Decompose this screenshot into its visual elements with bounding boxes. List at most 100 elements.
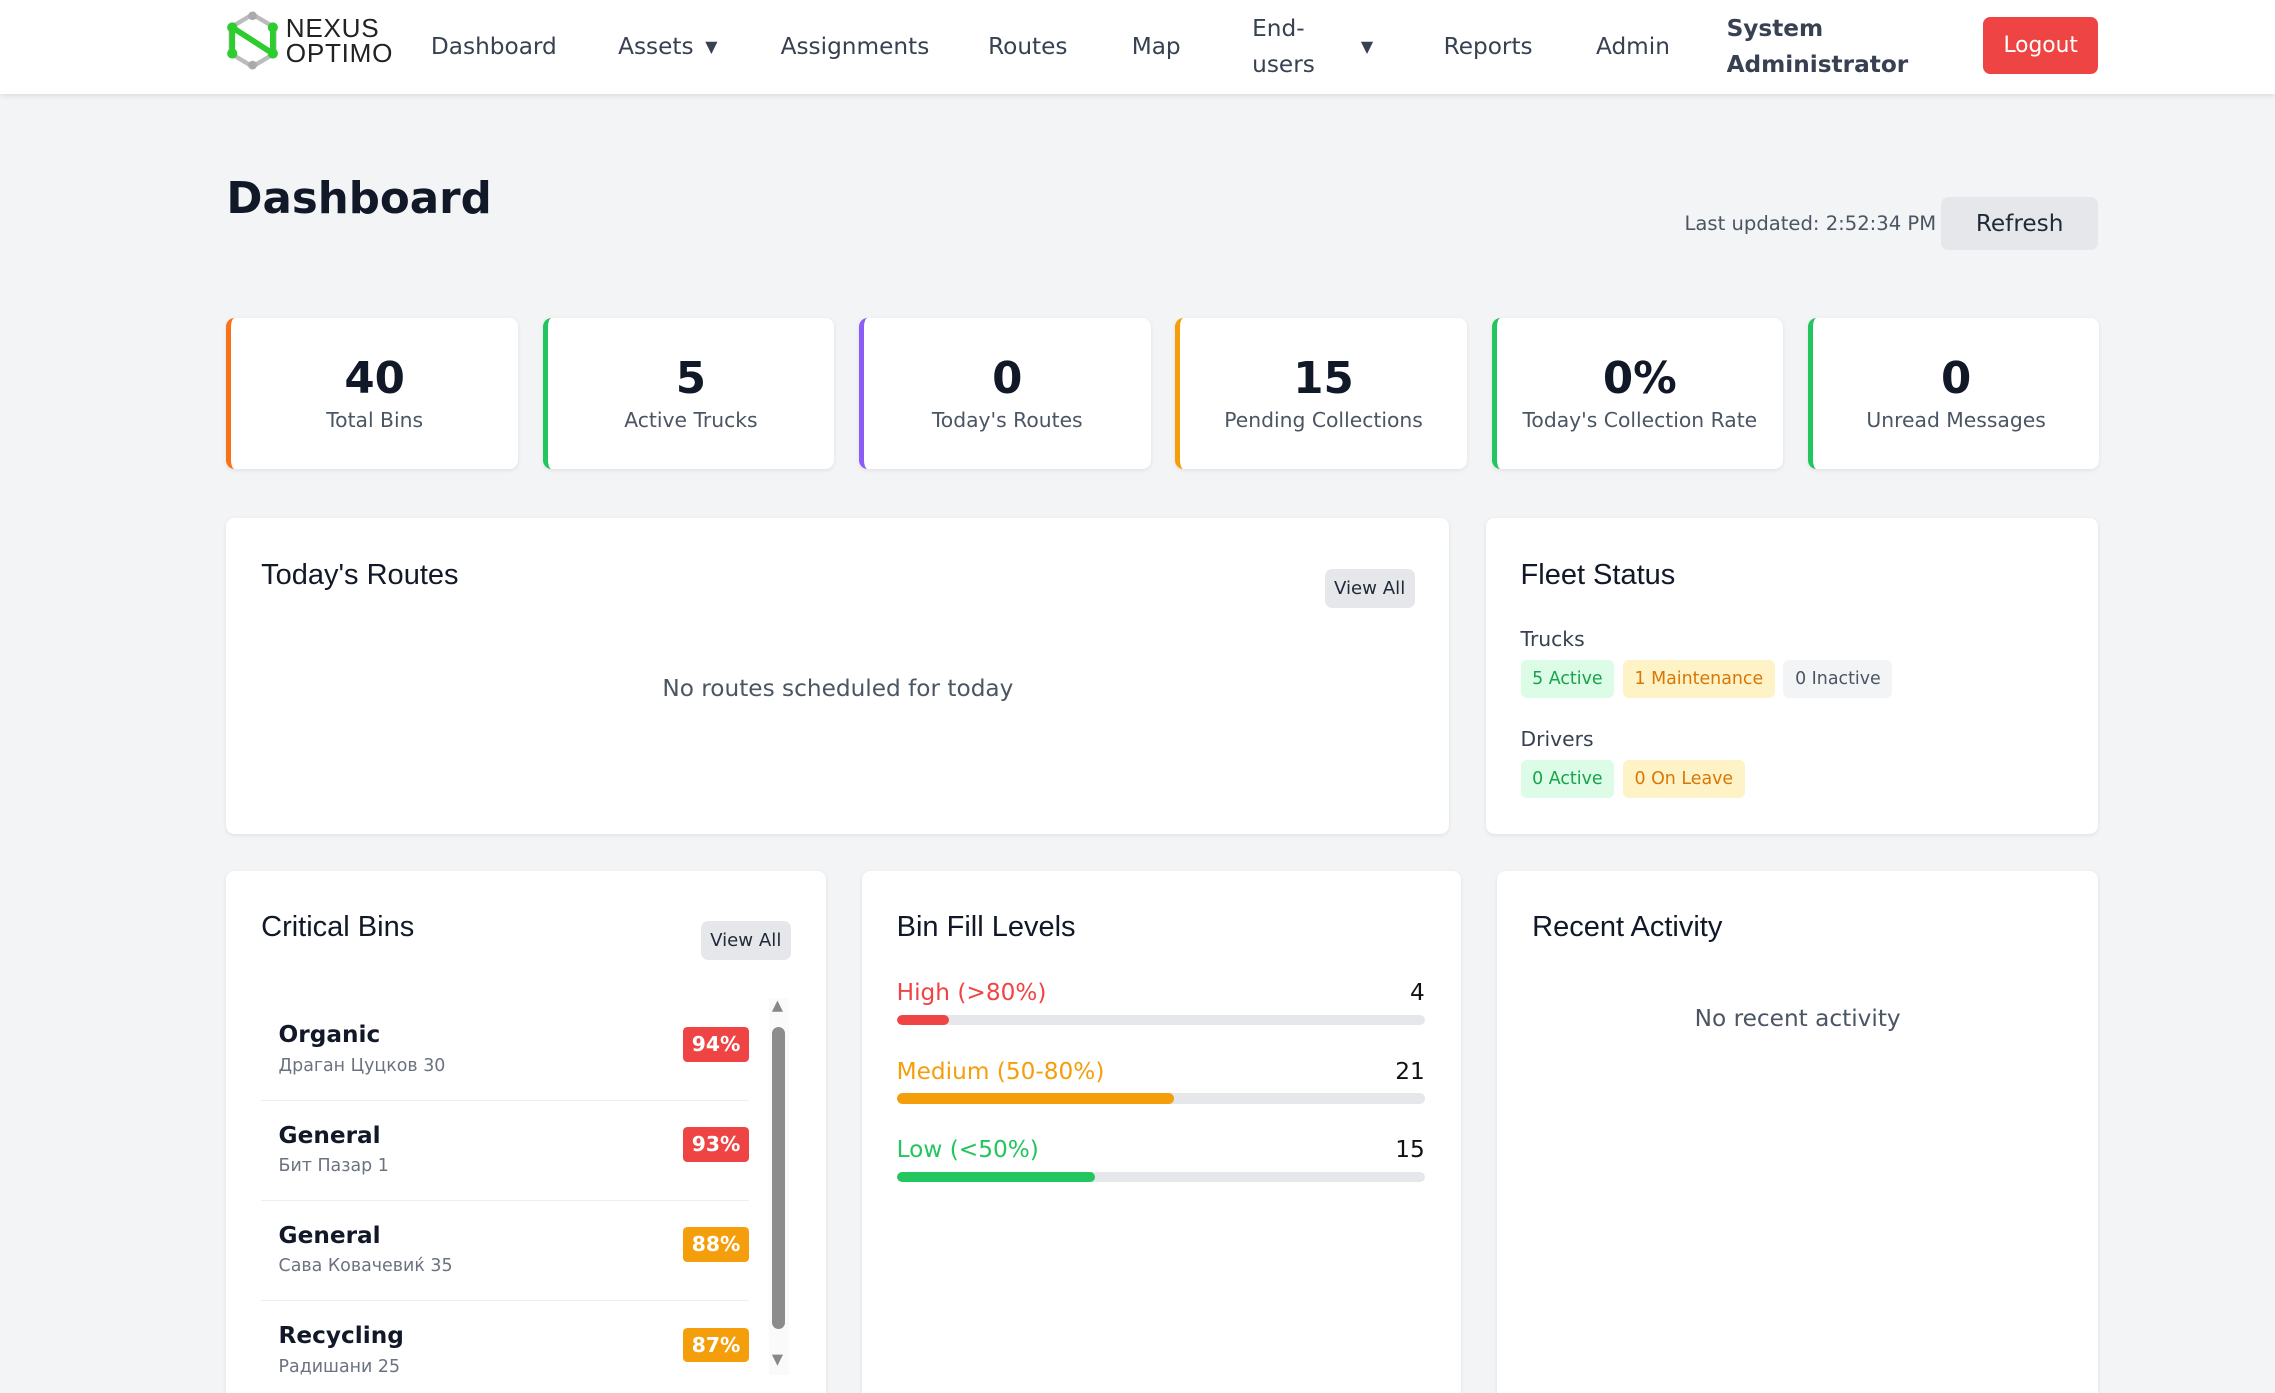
nav-label: Assignments xyxy=(780,33,930,61)
scroll-up-icon[interactable]: ▲ xyxy=(771,998,783,1015)
stat-card: 0% Today's Collection Rate xyxy=(1491,317,1784,469)
trucks-maintenance-badge: 1 Maintenance xyxy=(1622,660,1775,698)
fill-badge: 93% xyxy=(683,1127,749,1163)
fleet-status-card: Fleet Status Trucks 5 Active 1 Maintenanc… xyxy=(1485,517,2098,835)
page-title: Dashboard xyxy=(226,174,492,225)
scrollbar-thumb[interactable] xyxy=(771,1027,785,1329)
bin-address: Драган Цуцков 30 xyxy=(278,1056,446,1077)
stat-value: 0% xyxy=(1602,354,1677,405)
caret-down-icon: ▼ xyxy=(705,37,718,57)
fill-level-row: Low (<50%) 15 xyxy=(896,1136,1425,1182)
empty-message: No recent activity xyxy=(1694,1005,1901,1033)
nav-map[interactable]: Map xyxy=(1132,0,1181,94)
stat-label: Today's Routes xyxy=(931,407,1083,432)
last-updated: Last updated: 2:52:34 PM xyxy=(1684,211,1937,235)
nav-reports[interactable]: Reports xyxy=(1444,0,1533,94)
critical-bin-item[interactable]: General Сава Ковачевиќ 35 88% xyxy=(261,1201,749,1302)
stat-card: 0 Unread Messages xyxy=(1807,317,2100,469)
brand-line2: OPTIMO xyxy=(285,37,394,68)
nav-assets[interactable]: Assets ▼ xyxy=(618,0,717,94)
stat-card: 0 Today's Routes xyxy=(858,317,1151,469)
nav-dashboard[interactable]: Dashboard xyxy=(431,0,557,94)
scrollbar[interactable]: ▲ ▼ xyxy=(768,998,790,1376)
logout-button[interactable]: Logout xyxy=(1983,17,2098,74)
fill-level-bar-fill xyxy=(896,1171,1095,1182)
critical-bin-item[interactable]: Organic Драган Цуцков 30 94% xyxy=(261,1001,749,1102)
bin-address: Сава Ковачевиќ 35 xyxy=(278,1256,453,1277)
stat-card: 40 Total Bins xyxy=(226,317,518,469)
critical-bin-item[interactable]: Recycling Радишани 25 87% xyxy=(261,1301,749,1392)
drivers-on-leave-badge: 0 On Leave xyxy=(1622,760,1745,798)
stat-value: 40 xyxy=(344,354,405,405)
card-title: Today's Routes xyxy=(261,558,459,591)
fill-level-count: 4 xyxy=(1410,979,1425,1007)
fill-level-bar-fill xyxy=(896,1015,950,1026)
stat-value: 0 xyxy=(992,354,1023,405)
fill-badge: 94% xyxy=(683,1027,749,1063)
fill-level-label: High (>80%) xyxy=(896,979,1047,1007)
stat-label: Today's Collection Rate xyxy=(1522,407,1758,432)
drivers-active-badge: 0 Active xyxy=(1520,760,1615,798)
drivers-label: Drivers xyxy=(1520,726,1594,751)
refresh-button[interactable]: Refresh xyxy=(1941,197,2098,250)
fill-level-label: Low (<50%) xyxy=(896,1136,1039,1164)
stat-label: Total Bins xyxy=(326,407,424,432)
fill-level-row: Medium (50-80%) 21 xyxy=(896,1057,1425,1104)
fill-level-bar-fill xyxy=(896,1093,1174,1104)
stat-label: Active Trucks xyxy=(624,407,758,432)
recent-activity-card: Recent Activity No recent activity xyxy=(1497,870,2098,1393)
stat-card: 15 Pending Collections xyxy=(1175,317,1467,469)
stat-value: 0 xyxy=(1940,354,1972,405)
scroll-down-icon[interactable]: ▼ xyxy=(771,1352,783,1369)
brand-line1: NEXUS xyxy=(285,12,380,43)
empty-message: No routes scheduled for today xyxy=(662,674,1014,702)
trucks-active-badge: 5 Active xyxy=(1520,660,1615,698)
bin-type: General xyxy=(278,1121,381,1149)
fill-level-bar xyxy=(896,1171,1425,1182)
critical-bins-card: Critical Bins View All Organic Драган Цуц… xyxy=(226,870,826,1393)
nav-label: Routes xyxy=(988,33,1068,61)
user-name: System Administrator xyxy=(1727,0,1909,94)
nexus-logo-icon xyxy=(227,11,278,70)
card-title: Critical Bins xyxy=(261,911,415,944)
card-title: Recent Activity xyxy=(1532,911,1723,944)
logo[interactable]: NEXUS OPTIMO xyxy=(225,10,393,71)
stat-card: 5 Active Trucks xyxy=(542,317,835,469)
nav-end-users[interactable]: End-users ▼ xyxy=(1252,0,1373,94)
stat-label: Pending Collections xyxy=(1224,407,1423,432)
fill-badge: 87% xyxy=(683,1327,749,1363)
fill-badge: 88% xyxy=(683,1227,749,1263)
bin-type: Recycling xyxy=(278,1321,404,1349)
nav-label: Admin xyxy=(1595,33,1670,61)
nav-routes[interactable]: Routes xyxy=(988,0,1067,94)
todays-routes-card: Today's Routes View All No routes schedu… xyxy=(226,517,1450,835)
bin-fill-levels-card: Bin Fill Levels High (>80%) 4 Medium (50-8… xyxy=(861,870,1462,1393)
caret-down-icon: ▼ xyxy=(1360,37,1374,57)
fill-level-count: 15 xyxy=(1395,1136,1425,1164)
trucks-inactive-badge: 0 Inactive xyxy=(1783,660,1893,698)
view-all-routes-button[interactable]: View All xyxy=(1324,568,1415,608)
stat-value: 5 xyxy=(675,354,707,405)
fill-level-label: Medium (50-80%) xyxy=(896,1057,1105,1085)
fill-level-count: 21 xyxy=(1395,1057,1425,1085)
nav-assignments[interactable]: Assignments xyxy=(781,0,930,94)
fill-level-row: High (>80%) 4 xyxy=(896,979,1425,1026)
top-nav: NEXUS OPTIMO Dashboard Assets ▼ Assignment… xyxy=(0,0,2275,95)
stat-label: Unread Messages xyxy=(1866,407,2046,432)
nav-label: Dashboard xyxy=(430,33,557,61)
bin-address: Бит Пазар 1 xyxy=(278,1156,389,1177)
bin-address: Радишани 25 xyxy=(278,1356,401,1377)
nav-label: Reports xyxy=(1443,33,1533,61)
trucks-label: Trucks xyxy=(1520,626,1585,651)
nav-label: Map xyxy=(1131,33,1181,61)
view-all-bins-button[interactable]: View All xyxy=(700,921,791,961)
critical-bin-item[interactable]: General Бит Пазар 1 93% xyxy=(261,1101,749,1202)
user-name-text: System Administrator xyxy=(1726,14,1909,79)
bin-type: General xyxy=(278,1221,381,1249)
stat-value: 15 xyxy=(1293,354,1354,405)
nav-admin[interactable]: Admin xyxy=(1596,0,1670,94)
nav-label: End-users xyxy=(1252,14,1315,79)
bin-type: Organic xyxy=(278,1021,381,1049)
nav-label: Assets xyxy=(618,33,694,61)
card-title: Fleet Status xyxy=(1520,558,1676,591)
